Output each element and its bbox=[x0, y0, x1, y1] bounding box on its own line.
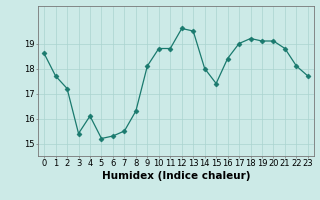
X-axis label: Humidex (Indice chaleur): Humidex (Indice chaleur) bbox=[102, 171, 250, 181]
